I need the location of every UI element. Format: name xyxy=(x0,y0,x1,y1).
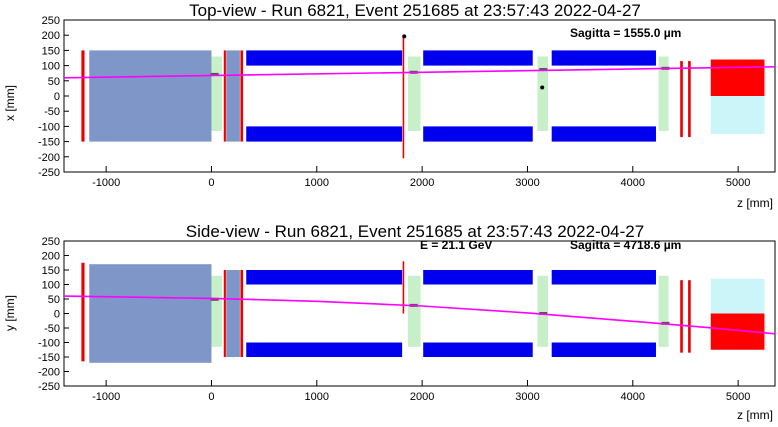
top-view-detector-wall-4 xyxy=(240,50,244,142)
side-view-detector-wall-16 xyxy=(680,280,683,353)
side-view-ytick-label-7: 100 xyxy=(42,280,60,292)
side-view-detector-station-8 xyxy=(658,275,669,347)
side-view-ytick-label-6: 50 xyxy=(48,294,60,306)
side-view-ytick-label-0: -250 xyxy=(38,381,60,393)
side-view-detector-magnet-11 xyxy=(423,270,533,285)
top-view-ytick-label-7: 100 xyxy=(42,61,60,73)
side-view-xtick-label-5: 4000 xyxy=(621,391,645,403)
top-view-detector-magnet-14 xyxy=(551,126,656,142)
side-view-detector-magnet-14 xyxy=(551,342,656,357)
side-view-xlabel: z [mm] xyxy=(737,408,773,422)
side-view-xtick-label-1: 0 xyxy=(208,391,214,403)
top-view-track-line xyxy=(63,66,776,79)
top-view-xtick-label-3: 2000 xyxy=(410,177,434,189)
side-view-detector-station-6 xyxy=(407,275,421,347)
top-view-detector-station-5 xyxy=(211,56,222,131)
top-view-panel: -250 -200 -150 -100 -50 0 50 100 150 200 250 -1000 0… xyxy=(3,1,776,210)
top-view-detector-station-7 xyxy=(537,56,549,131)
top-view-detector-wall-16 xyxy=(680,61,683,138)
top-view-ylabel: x [mm] xyxy=(3,85,17,121)
side-view-sagitta-label: Sagitta = 4718.6 µm xyxy=(570,238,681,252)
top-view-xtick-label-6: 5000 xyxy=(726,177,750,189)
side-view-detector-wall-4 xyxy=(240,270,244,357)
top-view-title: Top-view - Run 6821, Event 251685 at 23:… xyxy=(189,1,641,20)
side-view-xtick-label-0: -1000 xyxy=(92,391,120,403)
top-view-detector-station-8 xyxy=(658,56,669,131)
top-view-detector-station-6 xyxy=(407,56,421,131)
top-view-detector-calo_hit-18 xyxy=(710,59,765,96)
top-view-hit-point-1 xyxy=(540,85,545,90)
top-view-ytick-label-4: -50 xyxy=(44,106,60,118)
top-view-ytick-label-6: 50 xyxy=(48,76,60,88)
top-view-detector-calo-19 xyxy=(710,96,765,134)
side-view-detector-wall-15 xyxy=(402,261,405,314)
side-view-ytick-label-8: 150 xyxy=(42,265,60,277)
top-view-detector-magnet-11 xyxy=(423,50,533,66)
side-view-ytick-label-10: 250 xyxy=(42,236,60,248)
top-view-detector-wall-17 xyxy=(688,61,691,138)
top-view-detector-magnet-12 xyxy=(423,126,533,142)
top-view-ytick-label-0: -250 xyxy=(38,167,60,179)
top-view-ytick-label-3: -100 xyxy=(38,121,60,133)
top-view-detector-magnet-13 xyxy=(551,50,656,66)
top-view-ytick-label-8: 150 xyxy=(42,45,60,57)
side-view-detector-station-7 xyxy=(537,275,549,347)
top-view-ytick-label-9: 200 xyxy=(42,30,60,42)
side-view-ytick-label-5: 0 xyxy=(54,309,60,321)
top-view-station-hit-0 xyxy=(210,72,219,76)
side-view-detector-magnet-12 xyxy=(423,342,533,357)
side-view-xtick-label-4: 3000 xyxy=(515,391,539,403)
top-view-hit-point-0 xyxy=(402,34,407,39)
side-view-station-hit-0 xyxy=(210,297,219,301)
side-view-panel: -250 -200 -150 -100 -50 0 50 100 150 200 250 -1000 0… xyxy=(3,222,776,422)
top-view-detector-magnet-10 xyxy=(246,126,403,142)
top-view-ytick-label-10: 250 xyxy=(42,15,60,27)
side-view-ytick-label-4: -50 xyxy=(44,323,60,335)
top-view-xtick-label-2: 1000 xyxy=(305,177,329,189)
side-view-detector-calo-18 xyxy=(710,278,765,314)
top-view-xtick-label-0: -1000 xyxy=(92,177,120,189)
top-view-xtick-label-4: 3000 xyxy=(515,177,539,189)
side-view-ytick-label-1: -200 xyxy=(38,367,60,379)
side-view-detector-wall-3 xyxy=(223,270,226,357)
side-view-xtick-label-3: 2000 xyxy=(410,391,434,403)
top-view-detector-wall-2 xyxy=(81,50,85,142)
side-view-detector-wall-17 xyxy=(688,280,691,353)
top-view-ytick-label-2: -150 xyxy=(38,137,60,149)
top-view-xlabel: z [mm] xyxy=(737,196,773,210)
top-view-detector-absorber-1 xyxy=(226,50,240,142)
side-view-detector-absorber-1 xyxy=(226,270,240,357)
side-view-detector-wall-2 xyxy=(81,262,85,362)
top-view-xtick-label-1: 0 xyxy=(208,177,214,189)
side-view-xtick-label-6: 5000 xyxy=(726,391,750,403)
side-view-energy-label: E = 21.1 GeV xyxy=(420,238,492,252)
side-view-ytick-label-9: 200 xyxy=(42,251,60,263)
side-view-ylabel: y [mm] xyxy=(3,295,17,331)
top-view-detector-magnet-9 xyxy=(246,50,403,66)
side-view-track-line xyxy=(63,295,776,335)
top-view-detector-absorber-0 xyxy=(89,50,212,142)
side-view-xtick-label-2: 1000 xyxy=(305,391,329,403)
side-view-ytick-label-2: -150 xyxy=(38,352,60,364)
top-view-sagitta-label: Sagitta = 1555.0 µm xyxy=(570,26,681,40)
top-view-ytick-label-5: 0 xyxy=(54,91,60,103)
top-view-detector-wall-3 xyxy=(223,50,226,142)
side-view-detector-magnet-13 xyxy=(551,270,656,285)
top-view-ytick-label-1: -200 xyxy=(38,152,60,164)
side-view-ytick-label-3: -100 xyxy=(38,338,60,350)
side-view-title: Side-view - Run 6821, Event 251685 at 23… xyxy=(186,222,644,241)
side-view-detector-station-5 xyxy=(211,275,222,347)
top-view-station-hit-2 xyxy=(539,68,548,72)
top-view-xtick-label-5: 4000 xyxy=(621,177,645,189)
side-view-detector-absorber-0 xyxy=(89,264,212,363)
top-view-detector-wall-15 xyxy=(402,36,405,159)
side-view-detector-magnet-10 xyxy=(246,342,403,357)
side-view-detector-magnet-9 xyxy=(246,270,403,285)
